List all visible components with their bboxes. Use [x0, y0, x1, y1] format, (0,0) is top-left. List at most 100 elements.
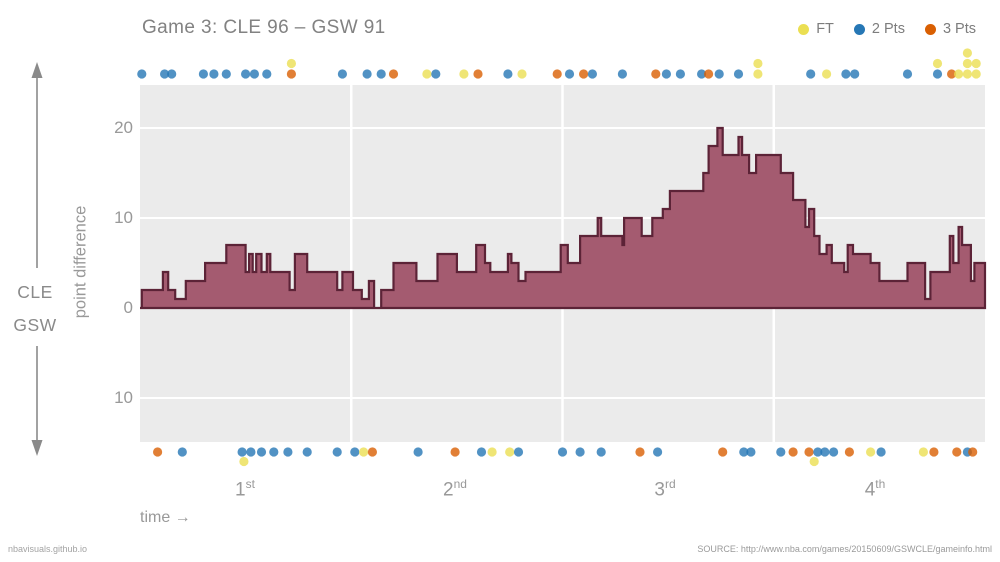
ft-dot-icon	[798, 23, 810, 35]
three-pts-dot-icon	[924, 23, 936, 35]
score-event-dot	[635, 447, 645, 457]
score-event-dot	[829, 447, 839, 457]
score-event-dot	[968, 447, 978, 457]
score-event-dot	[209, 69, 219, 79]
quarter-label-3rd: 3rd	[620, 477, 710, 501]
score-event-dot	[932, 58, 943, 69]
y-axis-label: point difference	[71, 205, 90, 319]
score-event-dot	[902, 69, 913, 79]
score-event-dot	[262, 69, 272, 79]
score-event-dot	[249, 69, 259, 79]
site-credit: nbavisuals.github.io	[8, 544, 88, 554]
score-event-dot	[283, 447, 293, 457]
score-event-dot	[776, 447, 786, 457]
y-tick-20: 20	[114, 118, 133, 137]
score-event-dot	[367, 447, 377, 457]
score-event-dot	[332, 447, 342, 457]
quarter-label-4th: 4th	[830, 477, 920, 501]
legend-item-3pts: 3 Pts	[924, 21, 976, 37]
score-event-dot	[413, 447, 423, 457]
arrow-down-icon	[31, 440, 43, 456]
source-link[interactable]: SOURCE: http://www.nba.com/games/2015060…	[697, 544, 992, 554]
score-event-dot	[844, 447, 855, 457]
score-event-dot	[337, 69, 347, 79]
score-event-dot	[739, 447, 749, 457]
score-event-dot	[929, 447, 939, 457]
score-event-dot	[661, 69, 672, 79]
legend-label: FT	[816, 21, 834, 37]
score-event-dot	[564, 69, 575, 79]
quarter-number: 4	[864, 479, 876, 501]
score-event-dot	[350, 447, 360, 457]
score-event-dot	[753, 69, 763, 79]
y-tick-neg10: 10	[114, 388, 133, 407]
score-event-dot	[552, 69, 562, 79]
score-event-dot	[239, 456, 249, 467]
y-tick-0: 0	[123, 298, 133, 317]
score-event-dot	[286, 69, 296, 79]
score-event-dot	[137, 69, 147, 79]
legend-label: 2 Pts	[871, 21, 905, 37]
score-event-dot	[952, 447, 962, 457]
score-event-dot	[971, 58, 981, 69]
score-event-dot	[746, 447, 756, 457]
score-event-dot	[697, 69, 707, 79]
quarter-number: 3	[654, 479, 665, 501]
score-event-dot	[246, 447, 256, 457]
score-event-dot	[788, 447, 798, 457]
score-event-dot	[473, 69, 483, 79]
score-event-dot	[376, 69, 386, 79]
score-event-dot	[841, 69, 851, 79]
score-event-dot	[804, 447, 814, 457]
score-event-dot	[241, 69, 251, 79]
team-label-gsw: GSW	[13, 315, 57, 335]
score-event-dot	[704, 69, 714, 79]
score-event-dot	[653, 447, 663, 457]
score-event-dot	[850, 69, 860, 79]
score-event-dot	[362, 69, 372, 79]
score-event-dot	[822, 69, 832, 79]
score-event-dot	[947, 69, 957, 79]
score-event-dot	[503, 69, 513, 79]
score-event-dot	[579, 69, 589, 79]
score-event-dot	[450, 447, 460, 457]
score-event-dot	[160, 69, 170, 79]
score-event-dot	[237, 447, 247, 457]
score-event-dot	[866, 447, 876, 457]
score-event-dot	[517, 69, 527, 79]
page-title: Game 3: CLE 96 – GSW 91	[142, 17, 386, 38]
score-event-dot	[557, 447, 568, 457]
score-event-dot	[820, 447, 830, 457]
quarter-ordinal: th	[875, 477, 886, 491]
score-event-dot	[177, 447, 187, 457]
score-event-dot	[962, 48, 973, 58]
quarter-number: 1	[235, 479, 246, 501]
score-event-dot	[422, 69, 432, 79]
score-event-dot	[587, 69, 598, 79]
score-event-dot	[651, 69, 661, 79]
score-event-dot	[962, 58, 973, 69]
score-event-dot	[617, 69, 628, 79]
score-event-dot	[198, 69, 208, 79]
score-event-dot	[575, 447, 585, 457]
score-event-dot	[476, 447, 487, 457]
cle-score-dots	[137, 48, 981, 79]
score-event-dot	[876, 447, 886, 457]
team-label-cle: CLE	[17, 282, 53, 302]
quarter-ordinal: st	[245, 477, 255, 491]
score-event-dot	[167, 69, 177, 79]
score-event-dot	[431, 69, 441, 79]
score-event-dot	[596, 447, 606, 457]
score-event-dot	[459, 69, 469, 79]
score-event-dot	[153, 447, 163, 457]
gsw-score-dots	[153, 447, 978, 467]
score-event-dot	[714, 69, 724, 79]
score-event-dot	[302, 447, 312, 457]
score-event-dot	[718, 447, 728, 457]
score-event-dot	[753, 58, 763, 69]
legend-item-2pts: 2 Pts	[853, 21, 905, 37]
legend-label: 3 Pts	[942, 21, 976, 37]
score-event-dot	[932, 69, 943, 79]
x-axis-label: time →	[140, 509, 191, 526]
